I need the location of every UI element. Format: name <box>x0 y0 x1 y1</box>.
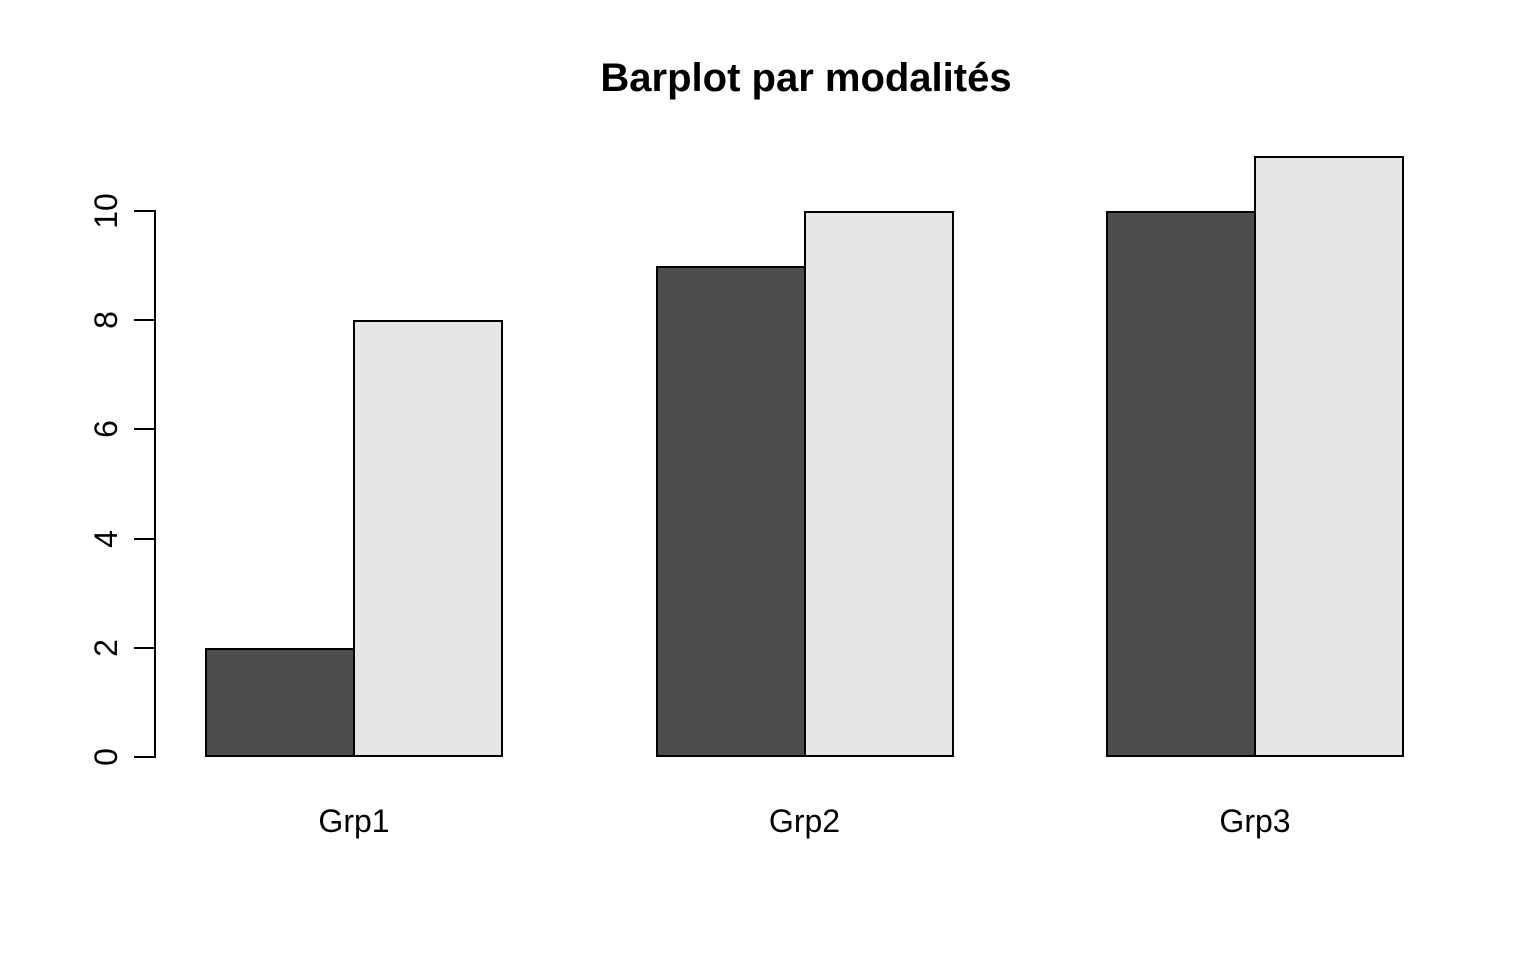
y-tick-label: 8 <box>88 311 124 330</box>
y-tick-mark <box>134 319 156 322</box>
bar-grp1-light-gray-series <box>353 320 503 757</box>
x-category-label: Grp1 <box>318 803 390 839</box>
y-tick-label: 4 <box>88 529 124 548</box>
bar-grp3-light-gray-series <box>1254 156 1404 757</box>
bar-grp1-dark-gray-series <box>205 647 355 757</box>
bar-grp3-dark-gray-series <box>1106 211 1256 757</box>
y-tick-mark <box>134 756 156 758</box>
bar-grp2-light-gray-series <box>803 211 954 757</box>
y-tick-mark <box>134 646 156 649</box>
x-category-label: Grp3 <box>1219 803 1291 839</box>
bar-grp2-dark-gray-series <box>655 265 806 757</box>
y-tick-label: 6 <box>88 420 124 439</box>
y-axis-line <box>154 211 156 758</box>
y-tick-label: 10 <box>88 193 124 229</box>
y-tick-label: 0 <box>88 748 124 766</box>
y-tick-mark <box>134 210 156 212</box>
y-tick-mark <box>134 537 156 540</box>
chart-title: Barplot par modalités <box>600 56 1012 100</box>
y-tick-label: 2 <box>88 638 124 657</box>
x-category-label: Grp2 <box>768 803 841 839</box>
y-tick-mark <box>134 428 156 431</box>
